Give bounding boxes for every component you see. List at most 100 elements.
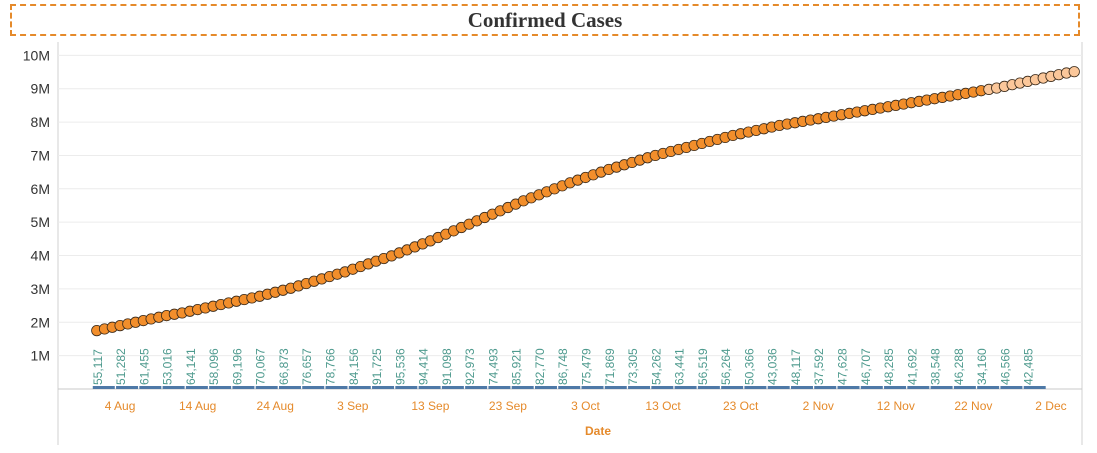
daily-value-label: 55,117 xyxy=(91,349,105,385)
daily-value-label: 56,264 xyxy=(719,348,733,385)
daily-bar xyxy=(348,386,371,389)
daily-bar xyxy=(628,386,651,389)
daily-bar xyxy=(534,386,557,389)
daily-value-label: 69,196 xyxy=(230,348,244,385)
daily-value-label: 64,141 xyxy=(184,348,198,385)
daily-bar xyxy=(372,386,395,389)
daily-bar xyxy=(604,386,627,389)
daily-value-label: 37,592 xyxy=(812,348,826,385)
daily-bar xyxy=(837,386,860,389)
daily-value-label: 50,366 xyxy=(742,348,756,385)
y-tick-label: 5M xyxy=(31,214,50,230)
x-tick-label: 3 Sep xyxy=(337,399,369,413)
daily-value-label: 82,770 xyxy=(533,348,547,385)
daily-bar xyxy=(953,386,976,389)
daily-value-label: 47,628 xyxy=(836,348,850,385)
daily-value-label: 53,016 xyxy=(161,348,175,385)
daily-bar xyxy=(488,386,511,389)
daily-bar xyxy=(930,386,953,389)
y-tick-label: 10M xyxy=(23,47,50,63)
daily-bar xyxy=(511,386,534,389)
daily-value-label: 43,036 xyxy=(766,348,780,385)
daily-bar xyxy=(209,386,232,389)
daily-value-label: 48,285 xyxy=(882,348,896,385)
daily-bar xyxy=(139,386,162,389)
cumulative-point xyxy=(1068,66,1080,78)
daily-value-label: 86,748 xyxy=(556,348,570,385)
x-tick-label: 14 Aug xyxy=(179,399,216,413)
daily-bar xyxy=(558,386,581,389)
daily-value-label: 38,548 xyxy=(929,348,943,385)
daily-value-label: 46,707 xyxy=(859,348,873,385)
daily-bar xyxy=(395,386,418,389)
daily-value-label: 74,493 xyxy=(486,348,500,385)
daily-bar xyxy=(860,386,883,389)
daily-value-label: 91,098 xyxy=(440,348,454,385)
y-tick-label: 3M xyxy=(31,281,50,297)
daily-value-label: 66,873 xyxy=(277,348,291,385)
daily-value-label: 42,485 xyxy=(1022,348,1036,385)
x-tick-label: 13 Oct xyxy=(645,399,681,413)
daily-bar xyxy=(302,386,325,389)
x-tick-label: 13 Sep xyxy=(411,399,449,413)
y-tick-label: 4M xyxy=(31,248,50,264)
daily-value-label: 84,156 xyxy=(347,348,361,385)
daily-bar xyxy=(767,386,790,389)
y-tick-label: 2M xyxy=(31,314,50,330)
daily-value-label: 94,414 xyxy=(417,348,431,385)
daily-value-label: 95,536 xyxy=(393,348,407,385)
x-tick-label: 23 Sep xyxy=(489,399,527,413)
daily-value-label: 51,282 xyxy=(114,348,128,385)
daily-bar xyxy=(441,386,464,389)
daily-bar xyxy=(884,386,907,389)
daily-bar xyxy=(721,386,744,389)
x-tick-label: 24 Aug xyxy=(257,399,294,413)
y-tick-label: 1M xyxy=(31,348,50,364)
daily-bar xyxy=(651,386,674,389)
daily-value-label: 71,869 xyxy=(603,348,617,385)
daily-bar xyxy=(1000,386,1023,389)
x-tick-label: 22 Nov xyxy=(954,399,992,413)
chart-title: Confirmed Cases xyxy=(467,7,623,32)
y-tick-label: 8M xyxy=(31,114,50,130)
daily-bar xyxy=(907,386,930,389)
daily-bar xyxy=(744,386,767,389)
y-tick-label: 9M xyxy=(31,81,50,97)
daily-bar xyxy=(92,386,115,389)
daily-value-label: 70,067 xyxy=(254,348,268,385)
daily-bar xyxy=(255,386,278,389)
x-tick-label: 2 Nov xyxy=(803,399,834,413)
y-tick-label: 7M xyxy=(31,147,50,163)
daily-value-label: 61,455 xyxy=(137,348,151,385)
daily-value-label: 56,519 xyxy=(696,348,710,385)
daily-bar xyxy=(162,386,185,389)
x-tick-label: 3 Oct xyxy=(571,399,600,413)
daily-value-label: 54,262 xyxy=(649,348,663,385)
daily-bar xyxy=(278,386,301,389)
y-tick-label: 6M xyxy=(31,181,50,197)
daily-bar xyxy=(814,386,837,389)
x-axis-title: Date xyxy=(585,424,611,438)
daily-value-label: 46,288 xyxy=(952,348,966,385)
daily-value-label: 73,305 xyxy=(626,348,640,385)
x-tick-label: 4 Aug xyxy=(105,399,136,413)
daily-value-label: 58,096 xyxy=(207,348,221,385)
daily-value-label: 76,657 xyxy=(300,348,314,385)
daily-value-label: 34,160 xyxy=(975,348,989,385)
daily-bar xyxy=(1023,386,1046,389)
daily-value-label: 75,479 xyxy=(580,348,594,385)
daily-bar xyxy=(581,386,604,389)
daily-bar xyxy=(977,386,1000,389)
daily-bar xyxy=(185,386,208,389)
x-tick-label: 23 Oct xyxy=(723,399,759,413)
daily-value-label: 48,117 xyxy=(789,349,803,385)
daily-bar xyxy=(674,386,697,389)
daily-value-label: 63,441 xyxy=(673,348,687,385)
daily-bar xyxy=(465,386,488,389)
x-tick-label: 2 Dec xyxy=(1035,399,1066,413)
daily-value-label: 85,921 xyxy=(510,348,524,385)
daily-bar xyxy=(418,386,441,389)
daily-value-label: 92,973 xyxy=(463,348,477,385)
daily-bar xyxy=(232,386,255,389)
daily-value-label: 41,692 xyxy=(905,348,919,385)
